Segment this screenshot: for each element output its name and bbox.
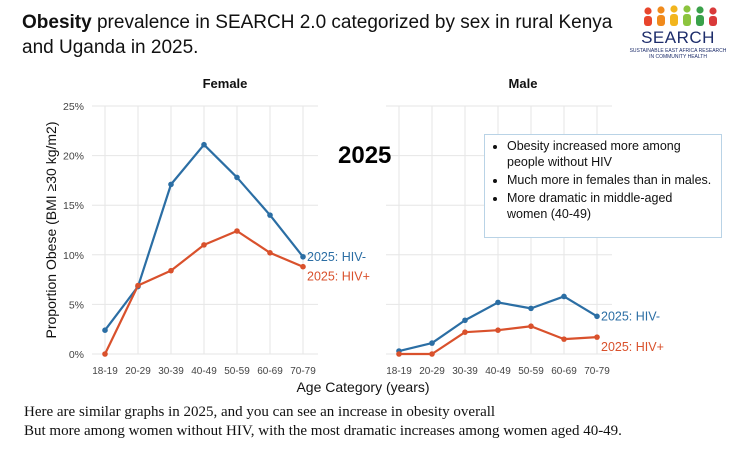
data-point bbox=[102, 351, 108, 357]
title-rest: prevalence in SEARCH 2.0 categorized by … bbox=[22, 12, 613, 58]
callout-box: Obesity increased more among people with… bbox=[484, 134, 722, 238]
data-point bbox=[528, 305, 534, 312]
callout-item: Obesity increased more among people with… bbox=[507, 138, 715, 170]
x-tick-label: 50-59 bbox=[224, 366, 250, 377]
logo-people-icon bbox=[644, 5, 717, 26]
series-end-label: 2025: HIV+ bbox=[601, 340, 664, 354]
data-point bbox=[429, 340, 435, 346]
data-point bbox=[135, 282, 141, 289]
data-point bbox=[561, 293, 567, 300]
data-point bbox=[594, 334, 600, 340]
data-point bbox=[429, 351, 435, 357]
logo-subtitle: SUSTAINABLE EAST AFRICA RESEARCH IN COMM… bbox=[629, 48, 727, 60]
x-tick-label: 18-19 bbox=[386, 366, 412, 377]
x-tick-label: 70-79 bbox=[290, 366, 316, 377]
slide-title: Obesity prevalence in SEARCH 2.0 categor… bbox=[22, 10, 622, 60]
data-point bbox=[201, 141, 207, 148]
x-tick-label: 70-79 bbox=[584, 366, 610, 377]
x-tick-label: 20-29 bbox=[125, 366, 151, 377]
data-point bbox=[300, 263, 306, 270]
data-point bbox=[462, 317, 468, 324]
footer-line: Here are similar graphs in 2025, and you… bbox=[24, 404, 496, 420]
data-point bbox=[201, 242, 207, 248]
data-point bbox=[495, 327, 501, 333]
data-point bbox=[300, 253, 306, 260]
data-point bbox=[102, 327, 108, 333]
x-tick-label: 18-19 bbox=[92, 366, 118, 377]
data-point bbox=[267, 212, 273, 218]
title-bold-word: Obesity bbox=[22, 12, 92, 33]
y-tick-label: 0% bbox=[69, 349, 84, 361]
data-point bbox=[267, 250, 273, 256]
y-tick-label: 20% bbox=[63, 151, 84, 163]
footer-line: But more among women without HIV, with t… bbox=[24, 423, 622, 439]
y-tick-label: 15% bbox=[63, 200, 84, 212]
series-end-label: 2025: HIV- bbox=[601, 309, 660, 323]
logo-wordmark: SEARCH bbox=[641, 28, 715, 47]
panel-title: Female bbox=[203, 76, 248, 91]
x-axis-label: Age Category (years) bbox=[296, 379, 429, 395]
x-tick-label: 30-39 bbox=[452, 366, 478, 377]
data-point bbox=[594, 313, 600, 320]
year-annotation: 2025 bbox=[338, 142, 391, 169]
data-point bbox=[495, 299, 501, 306]
x-tick-label: 60-69 bbox=[551, 366, 577, 377]
x-tick-label: 60-69 bbox=[257, 366, 283, 377]
y-axis-label: Proportion Obese (BMI ≥30 kg/m2) bbox=[43, 122, 59, 339]
obesity-chart: Female 18-19 20-29 30-39 40-49 50-59 60-69 70-7… bbox=[43, 76, 664, 395]
series-end-label: 2025: HIV+ bbox=[307, 270, 370, 284]
footer-text: Here are similar graphs in 2025, and you… bbox=[24, 403, 734, 441]
y-tick-label: 25% bbox=[63, 101, 84, 113]
panel-title: Male bbox=[509, 76, 538, 91]
series-end-label: 2025: HIV- bbox=[307, 250, 366, 264]
data-point bbox=[234, 174, 240, 181]
x-tick-label: 40-49 bbox=[485, 366, 511, 377]
x-tick-label: 30-39 bbox=[158, 366, 184, 377]
data-point bbox=[234, 228, 240, 234]
search-logo: SEARCH SUSTAINABLE EAST AFRICA RESEARCH … bbox=[628, 4, 728, 90]
x-tick-label: 50-59 bbox=[518, 366, 544, 377]
data-point bbox=[168, 181, 174, 188]
x-tick-label: 20-29 bbox=[419, 366, 445, 377]
x-tick-label: 40-49 bbox=[191, 366, 217, 377]
data-point bbox=[168, 267, 174, 274]
data-point bbox=[561, 336, 567, 342]
callout-item: More dramatic in middle-aged women (40-4… bbox=[507, 190, 715, 222]
data-point bbox=[528, 323, 534, 330]
callout-item: Much more in females than in males. bbox=[507, 172, 715, 188]
y-tick-label: 10% bbox=[63, 250, 84, 262]
data-point bbox=[462, 329, 468, 335]
y-tick-label: 5% bbox=[69, 299, 84, 311]
data-point bbox=[396, 351, 402, 357]
